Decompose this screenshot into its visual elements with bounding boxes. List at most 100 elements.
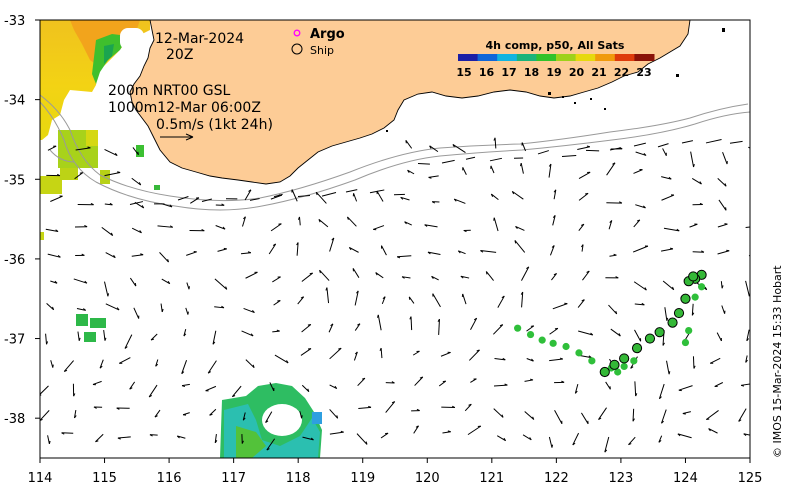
date-label: 12-Mar-2024 (155, 31, 244, 47)
current-arrow (750, 177, 765, 181)
current-arrow-head (161, 308, 164, 313)
current-arrow-head (666, 317, 669, 321)
ship-position (688, 271, 699, 282)
current-arrow (76, 308, 86, 311)
colorbar-segment (536, 54, 557, 61)
current-arrow-head (365, 441, 368, 445)
ship-position (609, 359, 620, 370)
current-arrow-head (212, 341, 216, 345)
current-arrow (606, 162, 616, 176)
current-arrow (356, 433, 368, 445)
current-arrow (74, 172, 84, 180)
x-axis: 114 115 116 117 118 119 120 121 122 123 124 125 (28, 458, 762, 486)
current-arrow-head (559, 357, 564, 360)
y-axis: -33 -34 -35 -36 -37 -38 (4, 14, 40, 427)
current-arrow (480, 250, 497, 253)
current-arrow (678, 385, 693, 391)
current-arrow (349, 247, 359, 253)
current-arrow-head (55, 229, 59, 232)
current-arrow (385, 401, 396, 413)
current-arrow-head (330, 323, 334, 327)
current-arrow-head (532, 416, 535, 420)
current-arrow (129, 381, 136, 390)
current-arrow (664, 307, 668, 321)
current-arrow-head (319, 270, 321, 274)
current-arrow (231, 385, 242, 398)
current-arrow (740, 383, 750, 386)
current-arrow (745, 280, 750, 297)
current-arrow-head (99, 365, 103, 369)
current-arrow-head (658, 439, 662, 443)
track-point (562, 342, 570, 351)
current-arrow (73, 278, 88, 284)
track-point (697, 283, 706, 291)
current-arrow-head (150, 338, 155, 341)
current-arrow-head (493, 217, 495, 221)
current-arrow (270, 194, 283, 200)
current-arrow (377, 314, 382, 331)
current-arrow (577, 299, 585, 308)
current-arrow (633, 281, 647, 291)
current-arrow-head (138, 182, 142, 186)
current-arrow-head (241, 440, 244, 444)
current-arrow-head (338, 347, 342, 350)
current-arrow-head (503, 437, 507, 441)
current-arrow-head (757, 225, 760, 226)
current-arrow-head (553, 273, 557, 276)
current-arrow (95, 433, 104, 443)
current-arrow (462, 293, 467, 305)
current-arrow (381, 245, 387, 256)
current-arrow (705, 139, 722, 144)
current-arrow-head (759, 200, 762, 201)
current-arrow-head (300, 296, 304, 299)
current-arrow-head (243, 216, 246, 220)
current-arrow (454, 198, 466, 204)
current-arrow (432, 293, 441, 308)
current-arrow (552, 303, 568, 310)
current-arrow-head (745, 359, 748, 363)
current-arrow-head (222, 226, 226, 230)
current-arrow (609, 254, 617, 257)
current-arrow (50, 195, 63, 202)
current-arrow-head (580, 244, 584, 248)
current-arrow-head (708, 428, 711, 432)
current-arrow-head (346, 216, 349, 220)
current-arrow (414, 376, 424, 386)
current-arrow-head (586, 145, 590, 148)
current-arrow-head (74, 415, 77, 419)
track-point (538, 336, 546, 344)
current-arrow-head (514, 240, 517, 244)
current-arrow (209, 408, 217, 416)
current-arrow-head (379, 347, 382, 352)
current-arrow (493, 217, 499, 232)
current-arrow-head (429, 145, 432, 149)
current-arrow (493, 384, 508, 387)
current-arrow (214, 278, 228, 290)
current-arrow (245, 359, 255, 369)
current-arrow (438, 380, 447, 387)
current-arrow-head (460, 275, 464, 279)
current-arrow (578, 330, 593, 336)
current-arrow-head (348, 247, 352, 251)
current-arrow (496, 435, 506, 442)
current-arrow (207, 360, 217, 374)
current-arrow (131, 254, 144, 257)
current-arrow (722, 151, 728, 165)
current-arrow (185, 307, 189, 315)
current-arrow-head (416, 408, 420, 412)
current-arrow-head (54, 280, 58, 284)
current-arrow (155, 359, 159, 367)
current-arrow-head (502, 357, 506, 361)
colorbar-tick-label: 17 (501, 66, 516, 79)
current-arrow-head (551, 245, 555, 248)
ship-position (619, 353, 630, 364)
current-arrow (468, 349, 480, 361)
track-point (681, 338, 690, 347)
current-arrow (270, 223, 282, 232)
track-point (514, 324, 522, 332)
current-arrow-head (391, 401, 395, 404)
current-arrow-head (463, 230, 467, 233)
current-arrow-head (207, 371, 212, 374)
current-arrow (577, 146, 590, 150)
current-arrow (608, 304, 618, 315)
